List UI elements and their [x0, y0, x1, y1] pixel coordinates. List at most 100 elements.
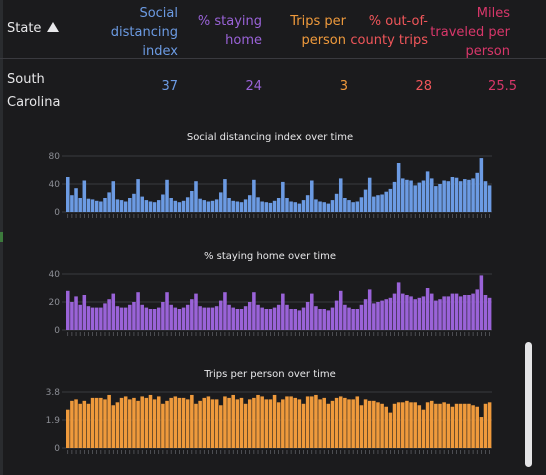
chart-bar: [78, 403, 82, 448]
chart-bar: [119, 397, 124, 448]
chart-bar: [338, 178, 343, 212]
chart-bar: [173, 396, 178, 448]
chart-bar: [446, 181, 451, 212]
column-header-state[interactable]: State: [7, 19, 60, 38]
chart-bar: [417, 297, 422, 330]
chart-bar: [103, 198, 107, 212]
chart-bar: [425, 288, 430, 330]
chart-bar: [314, 306, 318, 330]
chart-bar: [272, 394, 277, 448]
chart-bar: [223, 292, 227, 330]
chart-bar: [252, 179, 256, 212]
chart-bar: [94, 200, 99, 212]
chart-bar: [140, 304, 144, 330]
chart-bar: [463, 179, 467, 212]
column-header-miles[interactable]: Miles traveled per person: [420, 4, 510, 61]
chart-bar: [276, 304, 281, 330]
chart-bar: [305, 302, 310, 330]
chart-bar: [148, 201, 153, 212]
chart-bar: [380, 403, 384, 448]
y-tick-label: 40: [49, 180, 61, 190]
chart-bar: [334, 300, 339, 330]
chart-bar: [74, 188, 78, 212]
chart-bar: [372, 303, 376, 330]
column-header-trips[interactable]: Trips per person: [266, 12, 346, 50]
chart-bar: [107, 192, 111, 212]
chart-bar: [359, 405, 364, 448]
chart-bar: [223, 179, 227, 212]
header-line: Social: [139, 6, 178, 21]
y-tick-label: 1.9: [46, 416, 61, 426]
chart-bar: [479, 275, 484, 330]
chart-bar: [343, 397, 347, 448]
chart-bar: [405, 295, 409, 330]
chart-bar: [227, 304, 231, 330]
chart-bar: [235, 201, 240, 212]
chart-bar: [367, 400, 372, 448]
chart-bar: [268, 309, 273, 330]
chart-bar: [177, 397, 182, 448]
chart-bar: [483, 403, 488, 448]
chart-bar: [392, 181, 397, 212]
header-line: index: [142, 44, 178, 59]
table-header: State Social distancing index % staying …: [0, 0, 546, 59]
chart-bar: [347, 200, 351, 212]
chart-bar: [165, 179, 169, 212]
chart-bar: [475, 172, 479, 212]
chart-bar: [376, 302, 380, 330]
chart-bar: [471, 405, 475, 448]
chart-bar: [322, 202, 326, 212]
chart-bar: [281, 293, 285, 330]
header-line: % staying: [197, 14, 262, 29]
chart-bar: [285, 198, 289, 212]
chart-bar: [396, 163, 401, 212]
chart-bar: [305, 195, 310, 212]
chart-bar: [247, 399, 252, 448]
chart-bar: [276, 402, 281, 448]
chart-bar: [173, 307, 178, 330]
column-header-social-distancing[interactable]: Social distancing index: [98, 4, 178, 61]
chart-bar: [454, 293, 459, 330]
column-header-out-of-county[interactable]: % out-of- county trips: [340, 12, 428, 50]
chart-bar: [144, 200, 149, 212]
chart-bar: [438, 184, 442, 212]
chart-bar: [297, 203, 302, 212]
column-header-staying-home[interactable]: % staying home: [182, 12, 262, 50]
chart-bar: [136, 292, 140, 330]
chart-bar: [86, 306, 91, 330]
chart-bar: [384, 406, 389, 448]
chart-bar: [256, 304, 260, 330]
chart-bar: [429, 400, 434, 448]
table-row[interactable]: South Carolina: [0, 60, 546, 114]
chart-bar: [467, 295, 471, 330]
chart-bar: [214, 306, 219, 330]
sort-ascending-icon[interactable]: [47, 22, 60, 32]
chart-bar: [322, 397, 326, 448]
vertical-scrollbar[interactable]: [525, 342, 532, 467]
chart-bar: [173, 200, 178, 212]
chart-bar: [438, 403, 442, 448]
chart-bar: [214, 399, 219, 448]
y-tick-label: 0: [54, 208, 60, 218]
resize-handle[interactable]: [0, 232, 3, 242]
chart-bar: [322, 309, 326, 330]
chart-bar: [206, 396, 211, 448]
chart-bar: [177, 309, 182, 330]
chart-bar: [487, 185, 492, 212]
chart-bar: [115, 199, 120, 212]
chart-bar: [235, 309, 240, 330]
chart-bar: [119, 307, 124, 330]
chart-bar: [239, 397, 244, 448]
chart-bar: [413, 185, 417, 212]
chart-bar: [198, 306, 202, 330]
chart-title-staying-home: % staying home over time: [203, 251, 337, 262]
y-tick-label: 3.8: [46, 388, 61, 398]
chart-bar: [367, 289, 372, 330]
chart-bar: [384, 191, 389, 212]
chart-bar: [297, 310, 302, 330]
chart-title-social-distancing: Social distancing index over time: [186, 132, 354, 143]
chart-bar: [264, 202, 269, 212]
chart-bar: [467, 403, 471, 448]
chart-bar: [351, 399, 355, 448]
chart-trips: 0 1.9 3.8: [46, 388, 492, 454]
